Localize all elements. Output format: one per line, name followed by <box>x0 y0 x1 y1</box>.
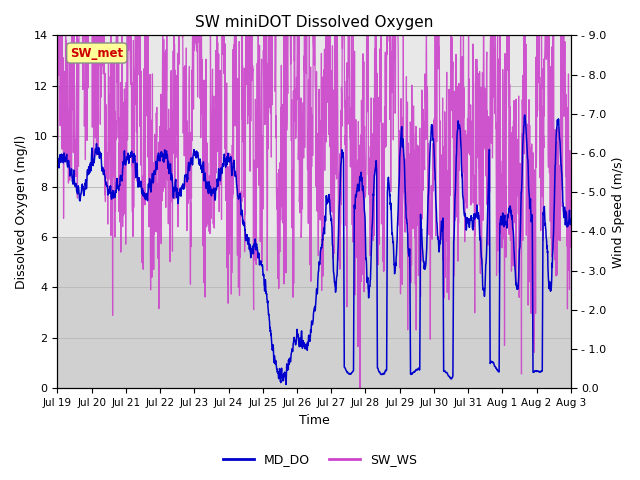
Title: SW miniDOT Dissolved Oxygen: SW miniDOT Dissolved Oxygen <box>195 15 433 30</box>
Text: SW_met: SW_met <box>70 47 124 60</box>
Y-axis label: Dissolved Oxygen (mg/l): Dissolved Oxygen (mg/l) <box>15 135 28 289</box>
X-axis label: Time: Time <box>299 414 330 427</box>
Y-axis label: Wind Speed (m/s): Wind Speed (m/s) <box>612 156 625 267</box>
Bar <box>58 237 571 388</box>
Legend: MD_DO, SW_WS: MD_DO, SW_WS <box>218 448 422 471</box>
Bar <box>58 36 571 237</box>
